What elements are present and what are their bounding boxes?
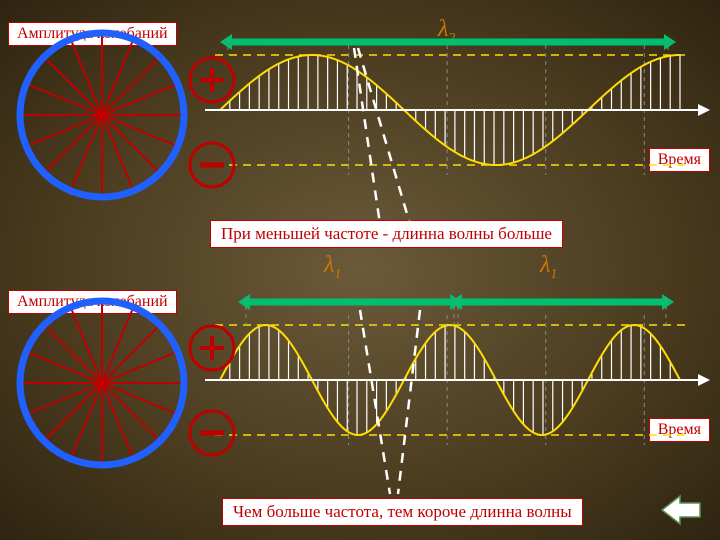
back-icon[interactable] bbox=[660, 494, 702, 526]
diagram-canvas bbox=[0, 0, 720, 540]
